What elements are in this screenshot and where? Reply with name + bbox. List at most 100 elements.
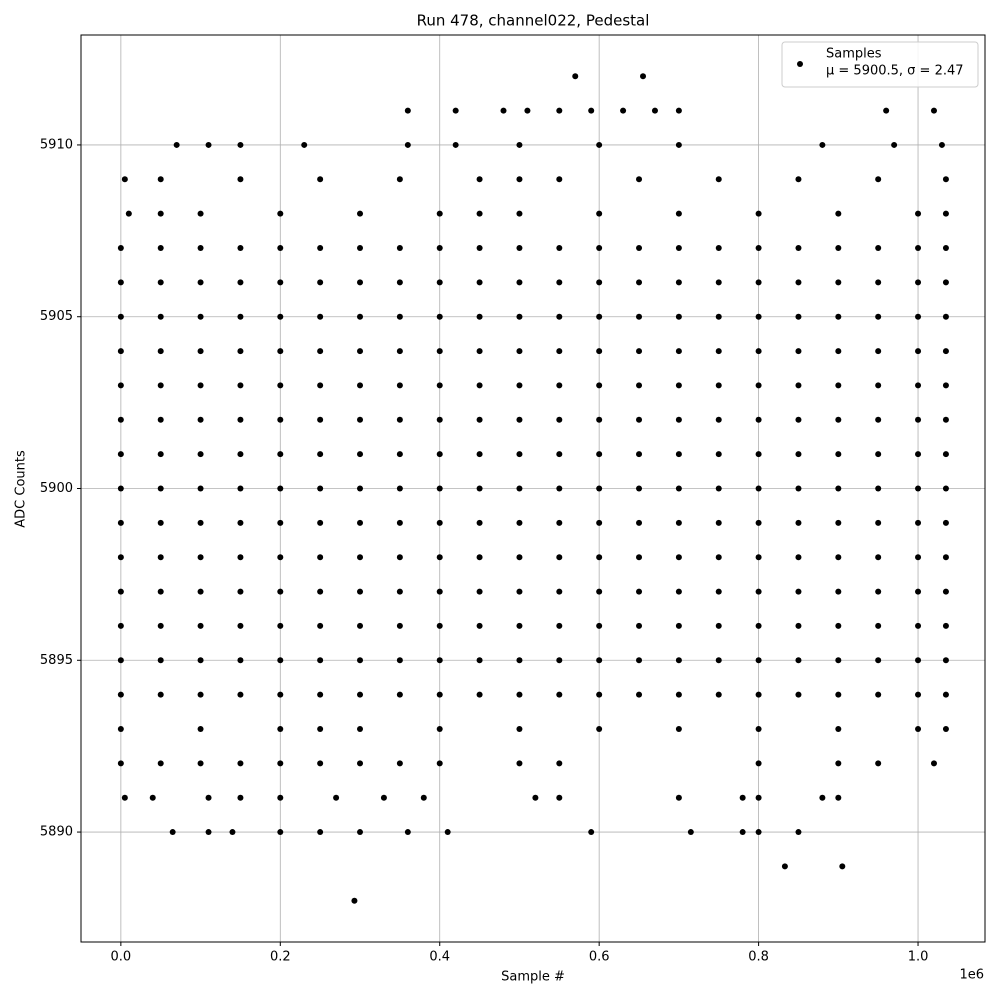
point [396,245,403,252]
point [755,485,762,492]
point [835,451,842,458]
point [596,348,603,355]
point [835,485,842,492]
point [197,485,204,492]
point [915,313,922,320]
point [117,313,124,320]
point [675,622,682,629]
point [396,588,403,595]
point [875,622,882,629]
point [915,245,922,252]
point [516,313,523,320]
point [117,416,124,423]
point [835,794,842,801]
point [436,725,443,732]
point [237,588,244,595]
point [942,313,949,320]
x-tick-label: 0.6 [589,950,610,965]
point [739,794,746,801]
point [229,829,236,836]
point [556,416,563,423]
point [942,622,949,629]
point [197,519,204,526]
point [277,382,284,389]
point [476,348,483,355]
point [277,622,284,629]
point [157,416,164,423]
point [588,107,595,114]
point [476,691,483,698]
point [755,451,762,458]
point [715,176,722,183]
point [516,176,523,183]
point [942,176,949,183]
point [819,141,826,148]
point [197,279,204,286]
point [942,382,949,389]
point [333,794,340,801]
point [516,725,523,732]
point [739,829,746,836]
point [516,451,523,458]
point [516,348,523,355]
point [795,657,802,664]
point [620,107,627,114]
point [675,245,682,252]
point [875,760,882,767]
point [839,863,846,870]
point [357,245,364,252]
point [835,554,842,561]
point [915,657,922,664]
point [117,725,124,732]
point [687,829,694,836]
point [675,279,682,286]
point [795,382,802,389]
point [157,519,164,526]
point [197,348,204,355]
point [357,416,364,423]
point [516,519,523,526]
point [317,416,324,423]
point [556,107,563,114]
point [157,279,164,286]
point [436,519,443,526]
point [237,382,244,389]
point [396,176,403,183]
point [396,760,403,767]
point [197,622,204,629]
point [942,245,949,252]
point [277,313,284,320]
point [636,691,643,698]
point [596,622,603,629]
point [651,107,658,114]
point [436,622,443,629]
point [436,657,443,664]
point [444,829,451,836]
point [197,760,204,767]
point [875,554,882,561]
point [157,657,164,664]
point [197,451,204,458]
point [516,279,523,286]
point [915,485,922,492]
point [277,554,284,561]
point [396,554,403,561]
point [942,210,949,217]
point [636,588,643,595]
point [516,554,523,561]
point [942,519,949,526]
point [157,691,164,698]
point [675,107,682,114]
x-tick-label: 1.0 [908,950,929,965]
point [636,382,643,389]
point [197,210,204,217]
point [317,176,324,183]
point [755,760,762,767]
point [795,829,802,836]
point [476,588,483,595]
point [237,348,244,355]
point [277,451,284,458]
point [596,141,603,148]
point [930,107,937,114]
